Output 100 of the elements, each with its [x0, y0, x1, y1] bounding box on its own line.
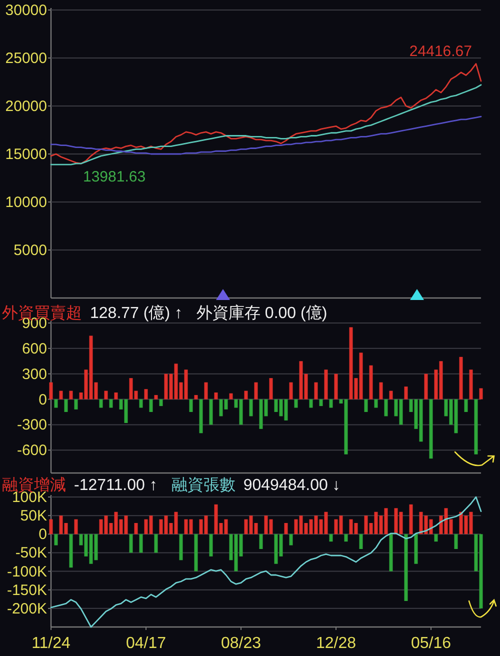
bar	[289, 534, 293, 546]
bar	[69, 534, 73, 568]
bar	[414, 534, 418, 564]
bar	[334, 374, 338, 400]
bar	[379, 382, 383, 400]
y-tick-label: -600	[16, 442, 47, 460]
bar	[49, 382, 53, 400]
bar	[179, 534, 183, 560]
y-tick-label: -300	[16, 416, 47, 434]
bar	[324, 370, 328, 400]
bar	[459, 356, 463, 400]
bar	[479, 388, 483, 400]
bar	[214, 392, 218, 400]
bar	[54, 534, 58, 546]
y-tick-label: 0	[38, 526, 47, 544]
annotation: 24416.67	[409, 42, 472, 60]
bar	[64, 399, 68, 412]
text: -12711.00 ↑	[74, 477, 158, 494]
line-series	[50, 63, 482, 164]
y-tick-label: 5000	[14, 242, 47, 259]
y-tick-label: -100K	[6, 563, 47, 580]
bar	[369, 365, 373, 400]
bar	[194, 395, 198, 400]
bar	[474, 399, 478, 454]
y-tick-label: 15000	[5, 146, 47, 163]
bar	[154, 395, 158, 400]
x-tick-label: 12/28	[316, 635, 356, 652]
y-tick-label: 10000	[5, 194, 47, 211]
bar	[244, 390, 248, 400]
y-tick-label: 50K	[20, 508, 47, 525]
y-tick-label: 0	[38, 391, 47, 408]
y-tick-label: 25000	[5, 50, 47, 67]
y-tick-label: 20000	[5, 98, 47, 115]
annotation: 13981.63	[83, 168, 146, 186]
y-tick-label: -150K	[6, 582, 47, 599]
bar	[104, 390, 108, 400]
x-tick-label: 08/23	[220, 635, 262, 652]
bar	[409, 504, 413, 534]
bar	[209, 399, 213, 425]
bar	[434, 534, 438, 542]
bar	[374, 399, 378, 408]
x-tick-label: 05/16	[410, 635, 452, 652]
bar	[149, 399, 153, 412]
bar	[229, 393, 233, 400]
text: 9049484.00 ↓	[243, 477, 340, 494]
bar	[404, 534, 408, 601]
bar	[154, 534, 158, 553]
y-tick-label: 300	[22, 366, 47, 383]
x-tick-label: 11/24	[32, 635, 71, 652]
text: 融資張數	[171, 476, 236, 494]
bar	[314, 382, 318, 400]
bar	[74, 399, 78, 410]
bar	[139, 534, 143, 553]
bar	[309, 399, 313, 408]
line-series	[50, 84, 482, 166]
bar	[344, 534, 348, 542]
bar	[194, 534, 198, 572]
bar	[134, 523, 138, 534]
bar	[294, 399, 298, 408]
bar	[199, 399, 203, 434]
bar	[189, 399, 193, 412]
bar	[99, 399, 103, 408]
bar	[454, 534, 458, 549]
bar	[389, 534, 393, 572]
bar	[389, 390, 393, 400]
bar	[249, 399, 253, 416]
x-tick-label: 04/17	[126, 635, 166, 652]
bar	[49, 519, 53, 534]
y-tick-label: 600	[22, 340, 47, 358]
bar	[359, 534, 363, 549]
bar	[204, 382, 208, 400]
bar	[329, 399, 333, 408]
bar	[469, 370, 473, 400]
bar	[74, 519, 78, 534]
bar	[254, 382, 258, 400]
bar	[424, 374, 428, 400]
text: 128.77 (億) ↑	[90, 304, 182, 322]
bar	[109, 399, 113, 408]
bar	[139, 399, 143, 408]
bar	[54, 399, 58, 408]
bar	[129, 534, 133, 553]
bar	[384, 399, 388, 416]
bar	[404, 386, 408, 400]
bar	[319, 399, 323, 406]
y-tick-label: -50K	[15, 544, 47, 562]
bar	[269, 378, 273, 400]
line-series	[50, 116, 482, 155]
bar	[69, 390, 73, 400]
bar	[429, 399, 433, 459]
y-tick-label: -200K	[6, 600, 47, 618]
bar	[329, 534, 333, 542]
bar	[144, 389, 148, 400]
bar	[159, 399, 163, 406]
bar	[114, 392, 118, 400]
text: 外資庫存 0.00 (億)	[196, 304, 328, 322]
bar	[259, 534, 263, 549]
bar	[284, 523, 288, 534]
bar	[464, 399, 468, 412]
bar	[209, 534, 213, 556]
y-tick-label: 30000	[5, 2, 47, 19]
